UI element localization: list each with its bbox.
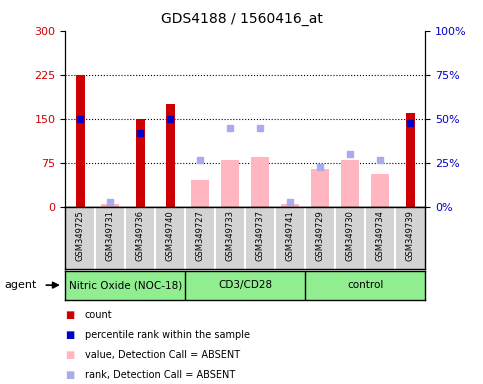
Text: GSM349731: GSM349731 (106, 210, 114, 261)
Text: count: count (85, 310, 112, 320)
Text: GSM349730: GSM349730 (345, 210, 355, 261)
Bar (136, 119, 145, 207)
Text: control: control (347, 280, 383, 290)
Text: GSM349729: GSM349729 (315, 210, 325, 261)
Text: ■: ■ (65, 370, 74, 380)
Bar (76, 75, 85, 207)
Text: GSM349725: GSM349725 (76, 210, 85, 261)
Text: ■: ■ (65, 330, 74, 340)
Text: value, Detection Call = ABSENT: value, Detection Call = ABSENT (85, 350, 240, 360)
Bar (221, 160, 239, 207)
Text: GSM349739: GSM349739 (406, 210, 414, 261)
Bar (371, 174, 389, 207)
Bar (101, 204, 119, 207)
Bar (191, 180, 209, 207)
Text: GSM349733: GSM349733 (226, 210, 235, 262)
Text: GSM349740: GSM349740 (166, 210, 175, 261)
Text: GDS4188 / 1560416_at: GDS4188 / 1560416_at (160, 12, 323, 25)
Bar (406, 113, 414, 207)
Bar (311, 169, 329, 207)
Text: percentile rank within the sample: percentile rank within the sample (85, 330, 250, 340)
Bar (281, 204, 299, 207)
Text: ■: ■ (65, 350, 74, 360)
Text: rank, Detection Call = ABSENT: rank, Detection Call = ABSENT (85, 370, 235, 380)
Text: GSM349741: GSM349741 (285, 210, 295, 261)
Text: GSM349736: GSM349736 (136, 210, 145, 262)
Bar (341, 160, 359, 207)
Bar (166, 104, 175, 207)
Text: agent: agent (5, 280, 37, 290)
Text: GSM349737: GSM349737 (256, 210, 265, 262)
Text: CD3/CD28: CD3/CD28 (218, 280, 272, 290)
Text: ■: ■ (65, 310, 74, 320)
Text: Nitric Oxide (NOC-18): Nitric Oxide (NOC-18) (69, 280, 182, 290)
Bar (251, 157, 269, 207)
Text: GSM349727: GSM349727 (196, 210, 205, 261)
Text: GSM349734: GSM349734 (376, 210, 384, 261)
